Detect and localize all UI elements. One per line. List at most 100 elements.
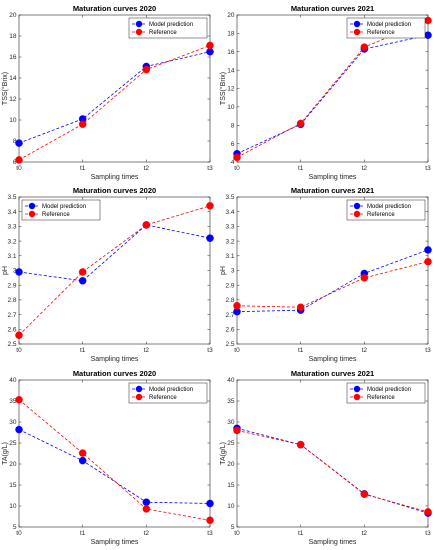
data-point xyxy=(233,153,241,162)
y-tick-label: 18 xyxy=(227,31,235,38)
plot-area xyxy=(236,379,429,528)
data-point xyxy=(296,119,305,128)
data-point xyxy=(142,65,151,74)
legend-box xyxy=(21,199,101,221)
data-point xyxy=(78,456,87,465)
data-point xyxy=(142,498,151,506)
legend-label: Reference xyxy=(149,395,177,401)
data-point xyxy=(233,426,241,435)
data-point xyxy=(233,302,241,310)
data-point xyxy=(78,268,87,276)
y-tick-label: 16 xyxy=(9,54,17,61)
x-tick-label: t2 xyxy=(362,165,368,172)
y-tick-label: 10 xyxy=(227,503,235,510)
chart-title: Maturation curves 2020 xyxy=(73,369,156,378)
x-tick-label: t0 xyxy=(234,347,240,354)
data-point xyxy=(424,31,432,39)
x-tick-label: t1 xyxy=(80,530,86,537)
legend-label: Model prediction xyxy=(367,204,411,210)
data-point xyxy=(206,48,214,56)
legend-label: Model prediction xyxy=(42,204,86,210)
chart-panel-3: 2.5 2.6 2.7 2.8 2.9 3 3.1 3.2 3.3 3.4 3.5 t0 t1 t2 t3 M… xyxy=(2,186,214,363)
legend: Model prediction Reference xyxy=(346,17,426,39)
y-tick-label: 40 xyxy=(9,377,17,384)
x-tick-label: t3 xyxy=(207,165,213,172)
legend-marker xyxy=(353,385,361,393)
x-tick-label: t0 xyxy=(16,165,22,172)
plot-area xyxy=(236,196,429,345)
y-tick-label: 3.2 xyxy=(225,238,234,245)
x-tick-label: t3 xyxy=(425,347,431,354)
y-tick-label: 15 xyxy=(9,482,17,489)
y-tick-label: 2.9 xyxy=(225,282,234,289)
data-point xyxy=(78,277,87,285)
x-tick-label: t1 xyxy=(298,530,304,537)
data-point xyxy=(206,234,214,242)
legend-marker xyxy=(28,202,36,210)
y-tick-label: 2.7 xyxy=(7,312,16,319)
chart-panel-2: 4 6 8 10 12 14 16 18 20 t0 t1 t2 t3 Maturation curves… xyxy=(219,4,432,181)
x-tick-label: t3 xyxy=(207,347,213,354)
legend-label: Model prediction xyxy=(149,22,193,28)
y-tick-label: 18 xyxy=(9,33,17,40)
legend-marker xyxy=(28,210,36,218)
x-tick-label: t1 xyxy=(80,165,86,172)
legend-marker xyxy=(353,393,361,401)
legend: Model prediction Reference xyxy=(128,382,208,404)
y-tick-label: 30 xyxy=(9,419,17,426)
y-tick-label: 6 xyxy=(231,141,235,148)
y-tick-label: 20 xyxy=(227,461,235,468)
legend: Model prediction Reference xyxy=(21,199,101,221)
x-tick-label: t3 xyxy=(425,530,431,537)
x-tick-label: t2 xyxy=(144,530,150,537)
y-tick-label: 3 xyxy=(231,268,235,275)
y-tick-label: 20 xyxy=(227,12,235,19)
legend: Model prediction Reference xyxy=(346,199,426,221)
y-tick-label: 30 xyxy=(227,419,235,426)
y-tick-label: 5 xyxy=(13,524,17,531)
plot-area xyxy=(18,379,211,528)
y-tick-label: 4 xyxy=(231,159,235,166)
x-tick-label: t0 xyxy=(234,530,240,537)
chart-panel-4: 2.5 2.6 2.7 2.8 2.9 3 3.1 3.2 3.3 3.4 3.5 t0 t1 t2 t3 M… xyxy=(220,186,432,363)
y-tick-label: 3.1 xyxy=(7,253,16,260)
y-tick-label: 3.4 xyxy=(7,209,16,216)
series-line-2 xyxy=(18,45,211,161)
y-tick-label: 15 xyxy=(227,482,235,489)
y-tick-label: 3.4 xyxy=(225,209,234,216)
x-tick-label: t2 xyxy=(362,347,368,354)
legend-marker xyxy=(135,393,143,401)
data-point xyxy=(424,246,432,254)
x-tick-label: t2 xyxy=(144,347,150,354)
y-tick-label: 2.8 xyxy=(225,297,234,304)
series-line-2 xyxy=(236,430,429,513)
y-axis-label: TSS(°Brix) xyxy=(1,72,9,105)
x-tick-label: t0 xyxy=(16,347,22,354)
legend-label: Model prediction xyxy=(367,22,411,28)
y-tick-label: 10 xyxy=(227,104,235,111)
x-tick-label: t3 xyxy=(207,530,213,537)
legend-label: Reference xyxy=(367,395,395,401)
legend: Model prediction Reference xyxy=(346,382,426,404)
y-tick-label: 3.5 xyxy=(225,194,234,201)
x-axis-label: Sampling times xyxy=(91,356,139,363)
plot-area xyxy=(18,196,211,345)
legend-marker xyxy=(353,202,361,210)
y-tick-label: 8 xyxy=(231,122,235,129)
legend-marker xyxy=(135,20,143,28)
x-tick-label: t2 xyxy=(362,530,368,537)
x-axis-label: Sampling times xyxy=(91,174,139,181)
y-tick-label: 2.7 xyxy=(225,312,234,319)
y-tick-label: 25 xyxy=(9,440,17,447)
y-tick-label: 20 xyxy=(9,461,17,468)
y-tick-label: 14 xyxy=(227,67,235,74)
legend-label: Reference xyxy=(42,212,70,218)
legend-label: Model prediction xyxy=(367,387,411,393)
series-line-1 xyxy=(18,224,211,282)
y-axis-label: TA(g/L) xyxy=(220,442,227,465)
legend-label: Reference xyxy=(367,30,395,36)
y-tick-label: 3.5 xyxy=(7,194,16,201)
x-tick-label: t1 xyxy=(80,347,86,354)
legend-marker xyxy=(135,28,143,36)
